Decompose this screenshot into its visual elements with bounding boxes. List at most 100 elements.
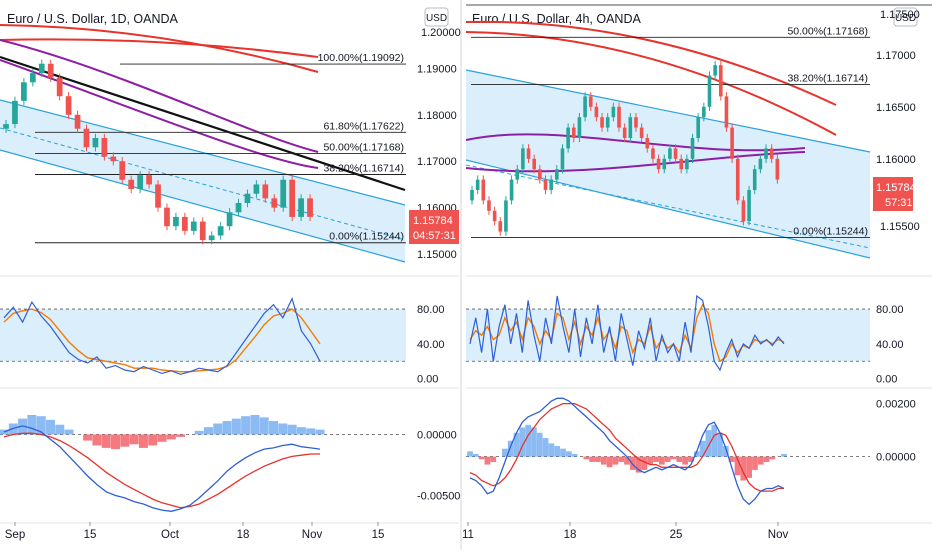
macd-histogram-bar (682, 456, 689, 465)
macd-histogram-bar (752, 456, 758, 470)
macd-histogram-bar (746, 456, 752, 478)
right-chart[interactable]: Euro / U.S. Dollar, 4h, OANDA USD 1.1750… (462, 4, 932, 541)
candle-body (622, 127, 627, 138)
candle-body (208, 235, 215, 241)
candle-body (543, 179, 548, 190)
fib-level-label: 38.20%(1.16714) (323, 162, 404, 174)
right-countdown: 57:31 (885, 197, 913, 209)
stochastic-k-line (3, 297, 321, 375)
fib-level-label: 61.80%(1.17622) (323, 120, 404, 132)
left-currency-button[interactable]: USD (424, 7, 449, 27)
candle-body (668, 148, 672, 159)
candle-body (741, 200, 746, 222)
macd-histogram-bar (606, 456, 613, 468)
moving-average-red-2 (0, 24, 319, 73)
candle-body (83, 128, 90, 148)
candle-body (12, 100, 18, 125)
candle-body (752, 169, 757, 190)
candle-body (271, 198, 278, 208)
candle-body (65, 96, 72, 115)
candle-body (617, 106, 621, 128)
left-currency-label: USD (426, 13, 447, 24)
candle-body (685, 158, 689, 170)
macd-histogram-bar (781, 454, 787, 457)
right-chart-title: Euro / U.S. Dollar, 4h, OANDA (472, 12, 641, 26)
time-axis-tick: 25 (670, 529, 683, 541)
macd-histogram-bar (571, 454, 578, 457)
candle-body (730, 127, 734, 159)
candle-body (29, 73, 36, 83)
right-currency-label: USD (895, 13, 916, 24)
candle-body (181, 216, 188, 231)
candle-body (713, 65, 717, 76)
stochastic-band (0, 309, 406, 362)
macd-histogram-bar (740, 456, 747, 481)
candle-body (758, 158, 763, 170)
left-chart-title: Euro / U.S. Dollar, 1D, OANDA (7, 12, 179, 26)
macd-histogram-bar (670, 456, 677, 460)
right-last-price-tag: 1.15784 57:31 (873, 177, 916, 211)
candle-body (487, 200, 491, 211)
macd-histogram-bar (259, 417, 269, 435)
candle-body (645, 138, 650, 149)
candle-body (289, 179, 296, 217)
macd-histogram-bar (722, 446, 729, 457)
candle-body (515, 169, 520, 180)
candle-body (280, 179, 287, 208)
macd-histogram-bar (612, 456, 619, 465)
price-axis-tick: 1.16000 (876, 154, 916, 166)
channel-upper-line (465, 69, 871, 153)
candle-body (199, 221, 206, 241)
macd-histogram-bar (92, 434, 102, 446)
candle-body (560, 148, 565, 170)
left-chart[interactable]: Euro / U.S. Dollar, 1D, OANDA USD 1.2000… (0, 7, 461, 541)
macd-histogram-bar (664, 456, 671, 462)
macd-histogram-bar (659, 456, 665, 465)
candle-body (594, 106, 599, 118)
macd-histogram-bar (542, 438, 549, 457)
right-macd-pane: 0.00200 0.00000 (466, 397, 916, 506)
candle-body (605, 117, 610, 128)
macd-histogram-bar (83, 434, 93, 441)
candle-body (577, 117, 582, 138)
moving-average-purple-1 (465, 133, 806, 152)
candle-body (3, 124, 9, 129)
candle-body (492, 210, 497, 222)
moving-average-purple-2 (0, 59, 319, 169)
macd-histogram-bar (519, 427, 526, 457)
left-last-price-tag: 1.15784 04:57:31 (409, 210, 459, 244)
candle-body (724, 96, 729, 128)
macd-histogram-bar (711, 424, 718, 457)
macd-histogram-bar (478, 456, 485, 460)
macd-histogram-bar (688, 456, 694, 462)
macd-histogram-bar (315, 429, 325, 435)
candle-body (571, 127, 576, 138)
macd-signal-line (3, 432, 320, 509)
macd-histogram-bar (306, 428, 316, 435)
candle-body (481, 179, 486, 201)
candle-body (718, 65, 723, 97)
candle-body (600, 117, 604, 128)
stochastic-axis-tick: 80.00 (876, 304, 904, 316)
fib-level-label: 0.00%(1.15244) (329, 231, 404, 243)
candle-body (679, 158, 684, 170)
right-last-price: 1.15784 (876, 182, 916, 194)
left-price-pane: 100.00%(1.19092) 61.80%(1.17622) 50.00%(1.… (0, 24, 457, 263)
macd-histogram-bar (583, 456, 590, 460)
right-currency-button[interactable]: USD (893, 7, 918, 27)
left-stochastic-pane: 80.00 40.00 0.00 (0, 297, 445, 386)
macd-histogram-bar (64, 429, 74, 435)
macd-histogram-bar (647, 456, 654, 465)
macd-histogram-bar (203, 427, 213, 435)
macd-histogram-bar (176, 434, 186, 437)
candle-body (128, 179, 135, 190)
macd-histogram-bar (525, 424, 532, 457)
price-axis-tick: 1.19000 (417, 63, 457, 75)
candle-body (47, 63, 54, 78)
time-axis-tick: Nov (768, 529, 789, 541)
macd-histogram-bar (194, 430, 204, 435)
price-axis-tick: 1.17000 (876, 50, 916, 62)
left-last-price: 1.15784 (413, 215, 453, 227)
left-countdown: 04:57:31 (413, 230, 456, 242)
